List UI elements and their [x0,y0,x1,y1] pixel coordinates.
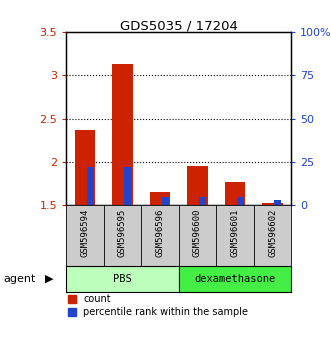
Bar [225,182,245,205]
Text: GSM596594: GSM596594 [80,208,89,257]
Text: ▶: ▶ [45,274,53,284]
Text: PBS: PBS [113,274,132,284]
Text: agent: agent [3,274,36,284]
Text: GSM596595: GSM596595 [118,208,127,257]
Legend: count, percentile rank within the sample: count, percentile rank within the sample [68,295,248,317]
Text: GSM596600: GSM596600 [193,208,202,257]
Text: GDS5035 / 17204: GDS5035 / 17204 [120,19,238,33]
Bar [87,167,93,205]
Text: GSM596602: GSM596602 [268,208,277,257]
Bar [237,197,244,205]
Bar [187,166,208,205]
Bar [150,192,170,205]
Bar [262,203,283,205]
Bar [75,130,95,205]
Bar [162,197,168,205]
Bar [199,197,206,205]
Text: dexamethasone: dexamethasone [194,274,276,284]
Bar [124,167,131,205]
Text: GSM596596: GSM596596 [156,208,165,257]
Text: GSM596601: GSM596601 [230,208,240,257]
Bar [112,64,133,205]
Bar [274,200,281,205]
